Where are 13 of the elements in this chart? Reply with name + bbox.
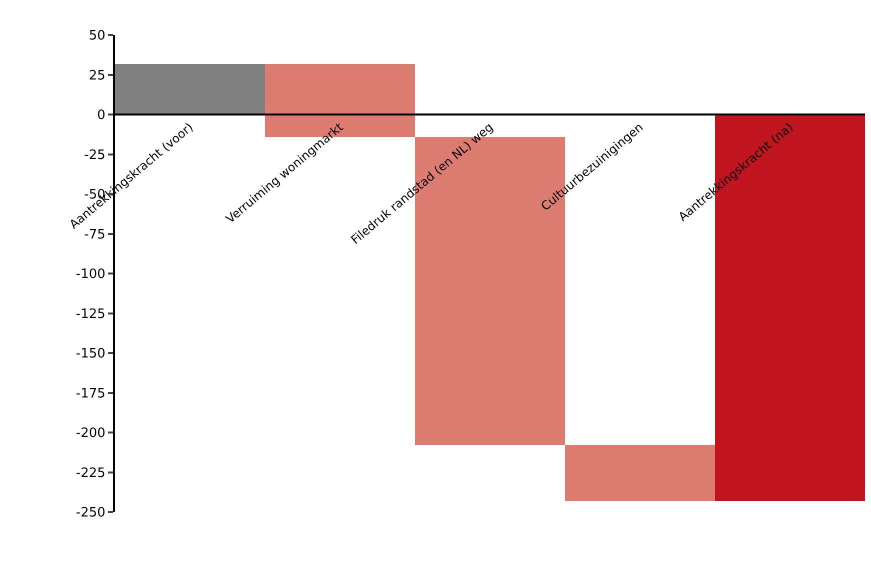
y-tick-label: 50 (88, 28, 106, 44)
y-tick-label: -100 (76, 267, 106, 282)
y-tick-label: -150 (76, 346, 106, 362)
y-tick-label: -250 (76, 506, 106, 521)
y-tick-label: 25 (88, 68, 106, 84)
y-tick-label: 0 (97, 108, 106, 124)
y-tick-label: -75 (84, 227, 106, 242)
bar (115, 64, 265, 115)
y-tick-label: -175 (76, 386, 106, 402)
y-tick-label: -225 (76, 466, 106, 481)
bar (565, 445, 715, 501)
y-tick-label: -125 (76, 306, 106, 322)
y-tick-label: -200 (76, 426, 106, 442)
